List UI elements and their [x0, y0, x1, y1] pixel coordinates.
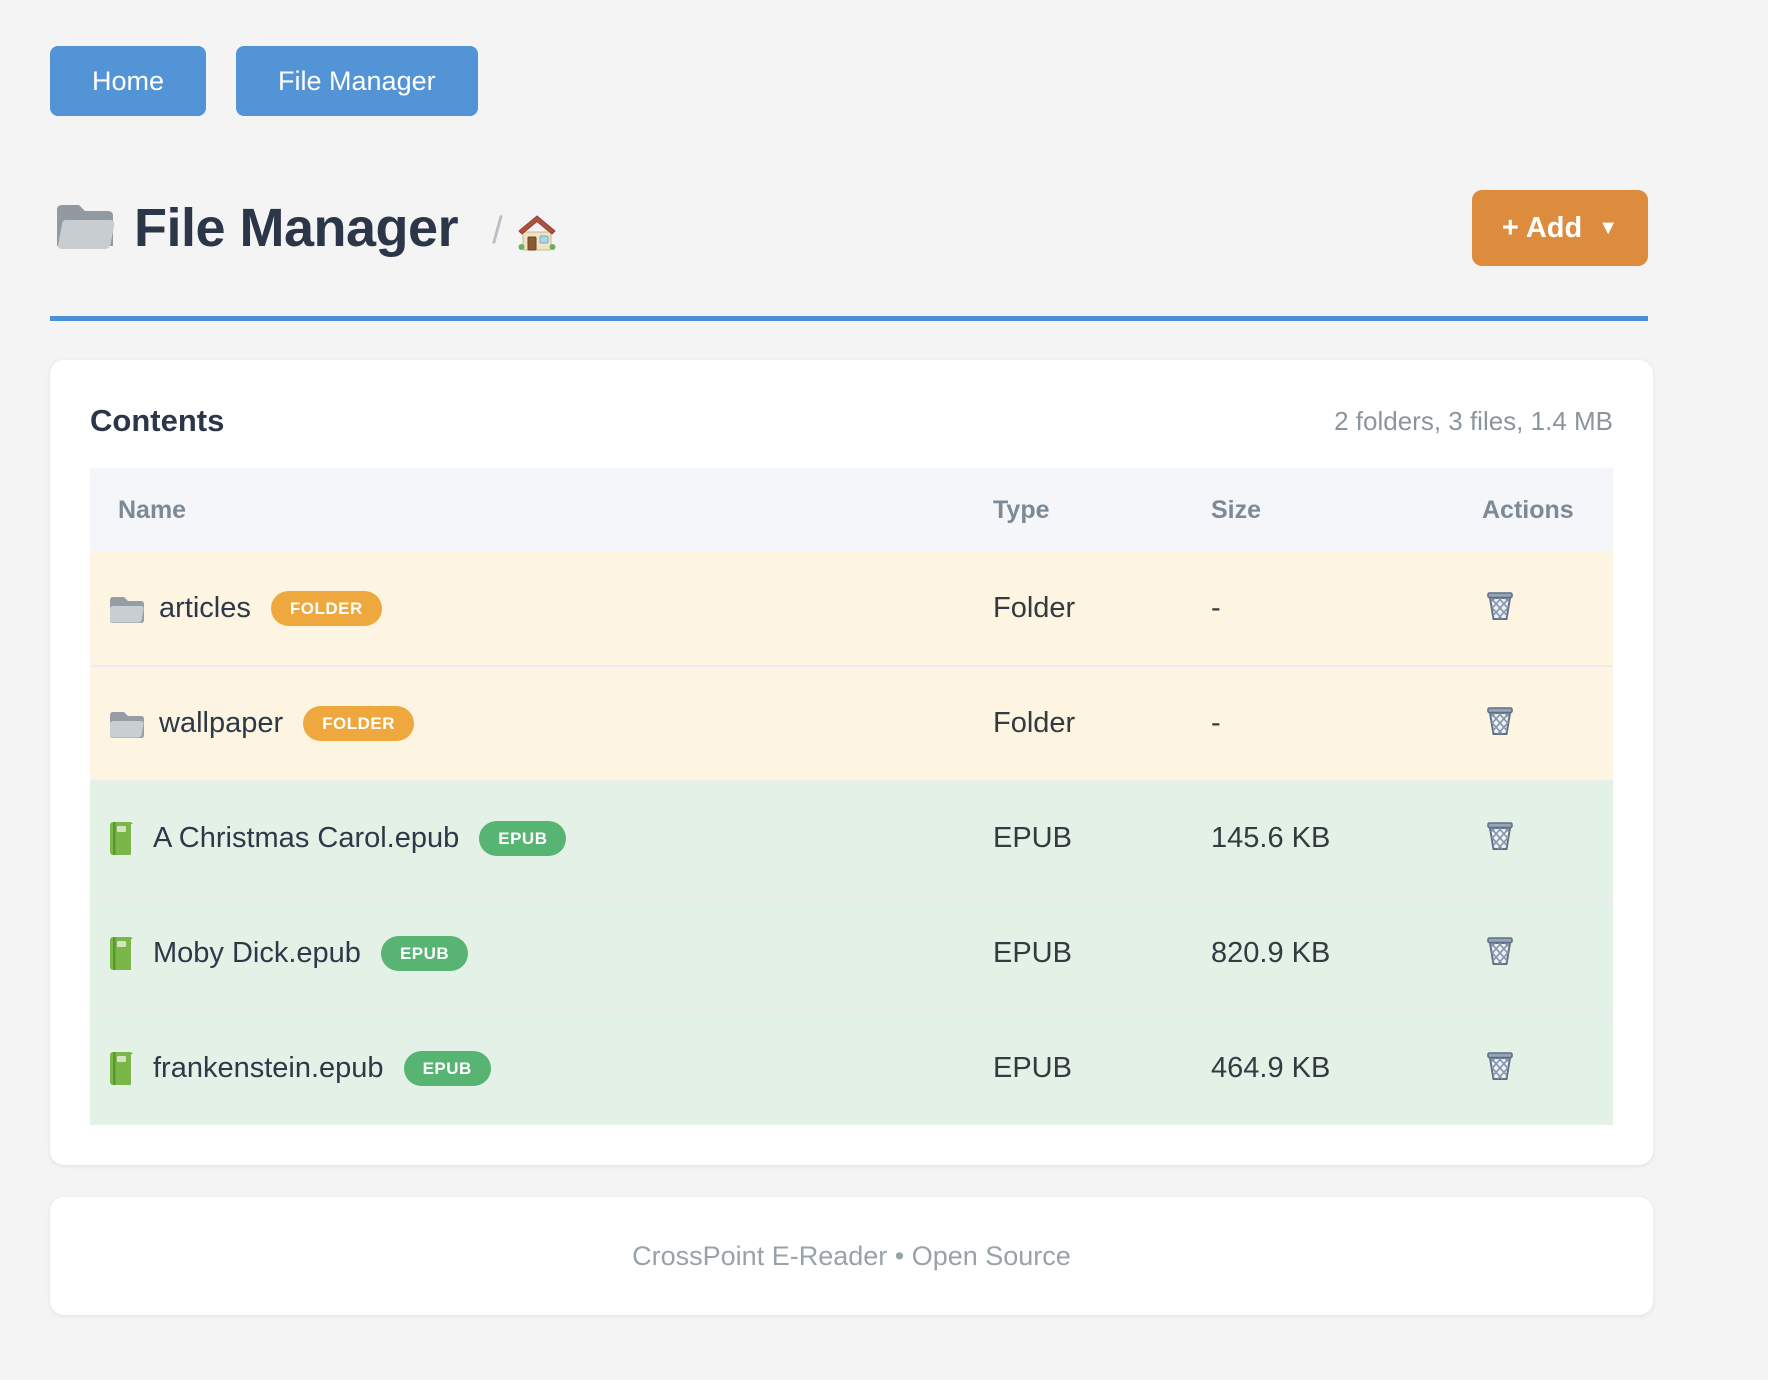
table-row-christmas-carol[interactable]: A Christmas Carol.epub EPUB EPUB 145.6 K… — [90, 781, 1613, 896]
epub-badge: EPUB — [479, 821, 567, 856]
delete-button[interactable] — [1482, 932, 1518, 968]
page: Home File Manager File Manager / — [50, 46, 1703, 1315]
epub-badge: EPUB — [403, 1051, 491, 1086]
trash-icon — [1482, 817, 1518, 853]
file-size: 145.6 KB — [1211, 822, 1331, 854]
table-row-wallpaper[interactable]: wallpaper FOLDER Folder - — [90, 666, 1613, 781]
contents-header: Contents 2 folders, 3 files, 1.4 MB — [90, 398, 1613, 444]
delete-button[interactable] — [1482, 702, 1518, 738]
file-size: 820.9 KB — [1211, 937, 1331, 969]
file-manager-button[interactable]: File Manager — [236, 46, 478, 116]
top-navigation: Home File Manager — [50, 46, 1703, 116]
contents-card: Contents 2 folders, 3 files, 1.4 MB Name… — [50, 360, 1653, 1165]
file-type: Folder — [993, 592, 1076, 624]
breadcrumb-separator: / — [492, 209, 503, 252]
table-header-row: Name Type Size Actions — [90, 468, 1613, 552]
add-button-label: + Add — [1501, 211, 1583, 244]
title-row: File Manager / + Add ▼ — [50, 190, 1648, 266]
breadcrumb-home-icon[interactable] — [517, 213, 557, 251]
delete-button[interactable] — [1482, 587, 1518, 623]
trash-icon — [1482, 702, 1518, 738]
page-title: File Manager — [134, 198, 459, 258]
trash-icon — [1482, 587, 1518, 623]
title-divider — [50, 316, 1648, 321]
trash-icon — [1482, 932, 1518, 968]
folder-badge: FOLDER — [303, 706, 415, 741]
home-button[interactable]: Home — [50, 46, 207, 116]
file-size: 464.9 KB — [1211, 1052, 1331, 1084]
contents-summary: 2 folders, 3 files, 1.4 MB — [1334, 405, 1613, 436]
book-icon — [107, 935, 139, 973]
folder-icon — [107, 707, 145, 741]
trash-icon — [1482, 1047, 1518, 1083]
table-row-frankenstein[interactable]: frankenstein.epub EPUB EPUB 464.9 KB — [90, 1011, 1613, 1125]
footer-text: CrossPoint E-Reader • Open Source — [632, 1240, 1071, 1271]
footer: CrossPoint E-Reader • Open Source — [50, 1197, 1653, 1315]
folder-badge: FOLDER — [270, 591, 382, 626]
file-name[interactable]: frankenstein.epub — [153, 1052, 384, 1084]
delete-button[interactable] — [1482, 1047, 1518, 1083]
epub-badge: EPUB — [380, 936, 469, 971]
file-size: - — [1211, 707, 1221, 739]
book-icon — [107, 820, 139, 858]
table-row-articles[interactable]: articles FOLDER Folder - — [90, 552, 1613, 666]
file-name[interactable]: articles — [159, 592, 251, 624]
file-table: Name Type Size Actions articles FOLDER F… — [90, 468, 1613, 1125]
file-type: Folder — [993, 707, 1076, 739]
column-header-size: Size — [1211, 495, 1262, 524]
table-row-moby-dick[interactable]: Moby Dick.epub EPUB EPUB 820.9 KB — [90, 896, 1613, 1011]
book-icon — [107, 1050, 139, 1088]
add-button[interactable]: + Add ▼ — [1471, 190, 1648, 266]
file-name[interactable]: wallpaper — [159, 707, 284, 739]
file-type: EPUB — [993, 937, 1072, 969]
file-type: EPUB — [993, 822, 1072, 854]
file-name[interactable]: Moby Dick.epub — [153, 937, 361, 969]
folder-icon — [107, 592, 145, 626]
file-name[interactable]: A Christmas Carol.epub — [153, 822, 460, 854]
open-folder-icon — [50, 197, 118, 259]
contents-title: Contents — [90, 403, 225, 438]
delete-button[interactable] — [1482, 817, 1518, 853]
file-type: EPUB — [993, 1052, 1072, 1084]
caret-down-icon: ▼ — [1598, 216, 1618, 239]
file-size: - — [1211, 592, 1221, 624]
column-header-actions: Actions — [1482, 495, 1574, 524]
column-header-name: Name — [118, 495, 187, 524]
title-group: File Manager / — [50, 197, 557, 259]
column-header-type: Type — [993, 495, 1050, 524]
